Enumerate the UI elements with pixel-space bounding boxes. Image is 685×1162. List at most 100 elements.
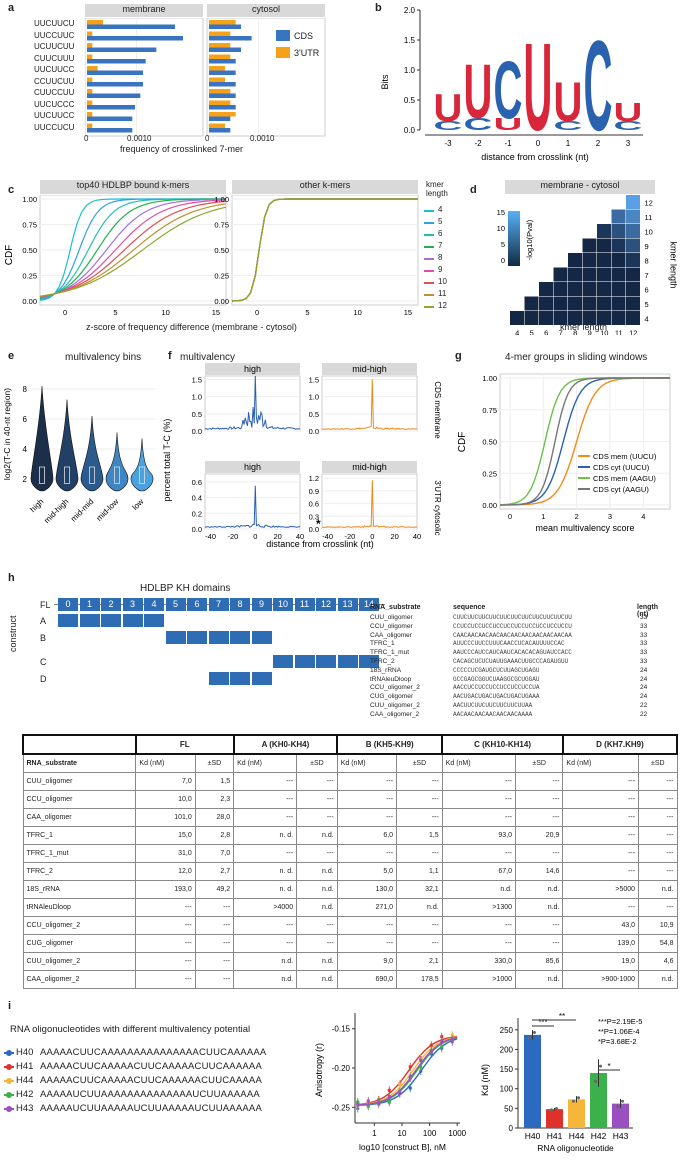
- oligo-sequence: AAAAAUCUUAAAAAUCUUAAAAAUCUUAAAAAA: [40, 1103, 262, 1114]
- panel-a-bar-cds: [209, 47, 241, 52]
- panel-d-xtick: 9: [588, 329, 592, 336]
- kh-domain-2: [101, 614, 121, 627]
- panel-a-kmer-label: CUUCUUU: [34, 53, 75, 63]
- panel-a-bar-cds: [87, 116, 133, 121]
- aniso-xtick: 1: [372, 1129, 377, 1138]
- seq-name: CAA_oligomer: [370, 631, 412, 639]
- panel-c-xtick: 5: [305, 308, 309, 317]
- kd-cell: 67,0: [441, 862, 517, 881]
- panel-a-bar-cds: [209, 70, 236, 75]
- aniso-ytick: -0.25: [332, 1103, 351, 1112]
- kd-subheader: Kd (nM): [135, 753, 196, 773]
- kd-th-c: C (KH10-KH14): [441, 734, 564, 755]
- kh-domain-8: 8: [230, 598, 250, 611]
- panel-a-bar-cds: [87, 70, 143, 75]
- panel-c-series-k12: [39, 206, 227, 297]
- panel-e-ytick: 8: [23, 385, 28, 394]
- legend-swatch-utr: [276, 47, 290, 58]
- kd-cell: 193,0: [135, 880, 196, 899]
- kh-domain-4: 4: [144, 598, 164, 611]
- kd-row-name: tRNAleuDloop: [22, 898, 137, 917]
- panel-d-cell: [553, 311, 568, 325]
- kd-point: [550, 1108, 553, 1112]
- panel-d-xtick: 7: [559, 329, 563, 336]
- kd-subheader: ±SD: [638, 753, 678, 773]
- panel-a-bar-utr: [209, 20, 236, 25]
- kh-domain-11: 11: [294, 598, 315, 611]
- panel-f-strip-bg: [205, 363, 300, 375]
- panel-d-cell: [597, 296, 611, 311]
- kh-domain-8: [230, 672, 250, 685]
- kh-domain-3: 3: [122, 598, 143, 611]
- panel-c-strip-other: other k-mers: [232, 180, 418, 194]
- kd-subheader: Kd (nM): [336, 753, 398, 773]
- panel-f-ytick: 1.2: [309, 474, 319, 483]
- panel-d-ytick: 12: [645, 198, 653, 207]
- kd-cell: ---: [638, 862, 678, 881]
- panel-d-ytick: 10: [645, 227, 653, 236]
- panel-d-cell: [568, 296, 582, 311]
- panel-a-bar-utr: [87, 112, 93, 117]
- kd-cell: 12,0: [135, 862, 196, 881]
- panel-c-xtick: 10: [354, 308, 362, 317]
- aniso-point: [450, 1040, 454, 1044]
- panel-g-ytick: 0.75: [482, 406, 497, 415]
- kd-cell: ---: [233, 790, 298, 809]
- panel-e-violin-high: [30, 385, 54, 492]
- kd-cell: n. d.: [233, 862, 298, 881]
- kd-cell: ---: [336, 808, 398, 827]
- panel-c-ytick: 1.00: [22, 195, 37, 204]
- panel-b-letter-bottom: C: [434, 119, 463, 133]
- panel-c-legend-title: kmer length: [426, 180, 448, 198]
- panel-f-strip: high: [244, 462, 261, 472]
- kd-cell: 10,0: [135, 790, 196, 809]
- seq-sequence: AACCUCCUCCUCCUCCUCCUCCUA: [453, 684, 540, 692]
- aniso-point: [366, 1099, 370, 1103]
- panel-c-legend-label: 4: [438, 205, 443, 214]
- panel-label-d: d: [470, 184, 477, 196]
- oligo-marker: [6, 1064, 12, 1070]
- panel-d-cell: [539, 311, 553, 325]
- oligo-marker: [6, 1050, 12, 1056]
- panel-a-bar-utr: [87, 43, 93, 48]
- panel-c-legend-swatch: [424, 234, 434, 236]
- kd-cell: ---: [336, 844, 398, 863]
- kd-ytick: 100: [500, 1085, 514, 1094]
- panel-d-cbar-tick: 0: [501, 256, 505, 265]
- kd-cell: ---: [194, 898, 235, 917]
- panel-c-legend-swatch: [424, 222, 434, 224]
- panel-a-kmer-label: UUCCUCU: [34, 122, 75, 132]
- panel-b-letter-bottom: C: [614, 119, 643, 133]
- seq-sequence: CCUCCUCCUCCUCCUCCUCCUCCUCCUCCUCCU: [453, 622, 572, 630]
- panel-c-legend-label: 8: [438, 253, 443, 262]
- aniso-point: [398, 1082, 402, 1086]
- seq-name: CAA_oligomer_2: [370, 710, 420, 718]
- panel-c-ytick: 1.00: [214, 195, 229, 204]
- panel-f-profile: [321, 379, 418, 430]
- panel-a-kmer-label: UUCUUCC: [34, 65, 75, 74]
- panel-a-bar-cds: [87, 128, 133, 133]
- kd-ytick: 50: [504, 1104, 513, 1113]
- panel-label-e: e: [8, 350, 15, 362]
- panel-a-bar-cds: [87, 105, 135, 110]
- kh-domain-13: 13: [337, 598, 358, 611]
- kd-cell: n.d.: [296, 826, 338, 845]
- table-row: CUU_oligomer 7,0 1,5 --- --- --- --- --- --- --- -…: [22, 772, 678, 791]
- table-row: CAA_oligomer 101,0 28,0 --- --- --- --- --- --- -…: [22, 808, 678, 827]
- panel-d-cell: [553, 296, 568, 311]
- kd-row-name: CCU_oligomer: [22, 790, 137, 809]
- kd-cell: ---: [396, 916, 443, 935]
- panel-b-ytick: 1.5: [404, 36, 416, 45]
- kd-subheader: ±SD: [396, 753, 443, 773]
- panel-d-cell: [611, 238, 626, 253]
- seq-length: 33: [640, 631, 648, 639]
- panel-c-series-k7: [39, 198, 227, 299]
- panel-d-cell: [611, 296, 626, 311]
- panel-c-ytick: 0.75: [22, 221, 37, 230]
- seq-length: 24: [640, 693, 648, 701]
- kd-cell: 5,0: [336, 862, 398, 881]
- panel-g-ytick: 0.00: [482, 501, 497, 510]
- kd-cell: 690,0: [336, 970, 398, 989]
- kh-domain-10: [273, 655, 293, 668]
- kd-bar-H43: [612, 1103, 629, 1128]
